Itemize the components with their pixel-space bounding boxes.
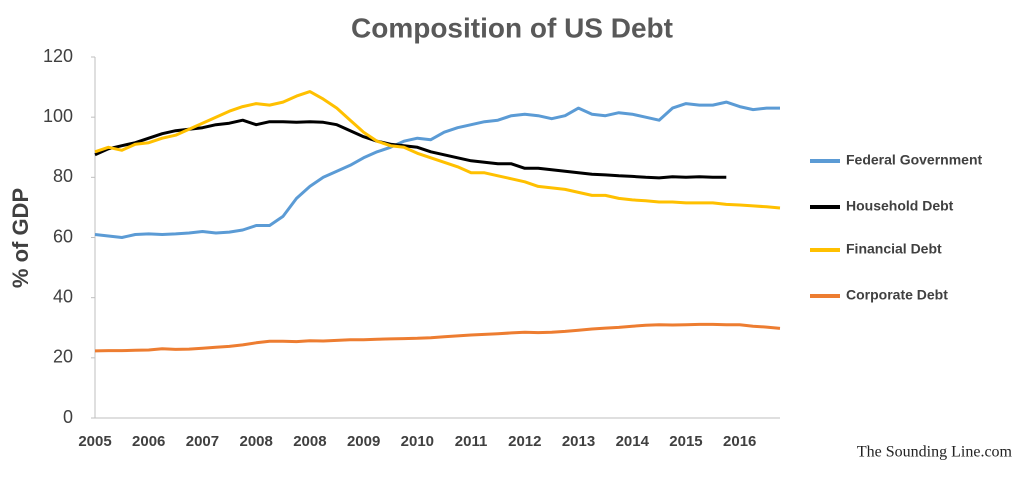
x-tick-label: 2005 <box>78 433 111 450</box>
y-tick-label: 0 <box>63 407 73 427</box>
y-tick-label: 60 <box>53 226 73 246</box>
series-line <box>94 100 780 239</box>
x-tick-label: 2016 <box>723 433 756 450</box>
x-tick-label: 2007 <box>186 433 219 450</box>
y-tick-label: 100 <box>43 106 73 126</box>
y-tick-label: 120 <box>43 46 73 66</box>
x-tick-label: 2009 <box>347 433 380 450</box>
x-tick-label: 2014 <box>616 433 650 450</box>
x-tick-label: 2012 <box>508 433 541 450</box>
series-line <box>94 90 781 210</box>
x-tick-label: 2008 <box>293 433 326 450</box>
chart-title: Composition of US Debt <box>351 12 673 43</box>
y-tick-label: 20 <box>53 347 73 367</box>
legend-label: Financial Debt <box>846 241 942 257</box>
y-tick-label: 40 <box>53 286 73 306</box>
x-tick-label: 2006 <box>132 433 165 450</box>
x-tick-label: 2008 <box>239 433 272 450</box>
y-tick-label: 80 <box>53 166 73 186</box>
source: The Sounding Line.com <box>857 444 1013 461</box>
legend-label: Corporate Debt <box>846 287 948 303</box>
series-line <box>94 118 727 180</box>
legend-label: Federal Government <box>846 152 982 168</box>
x-tick-label: 2011 <box>455 433 488 450</box>
legend-label: Household Debt <box>846 198 954 214</box>
series-line <box>94 322 781 353</box>
x-tick-label: 2013 <box>562 433 595 450</box>
x-tick-label: 2015 <box>669 433 702 450</box>
y-axis-label: % of GDP <box>8 188 33 288</box>
x-tick-label: 2010 <box>401 433 434 450</box>
